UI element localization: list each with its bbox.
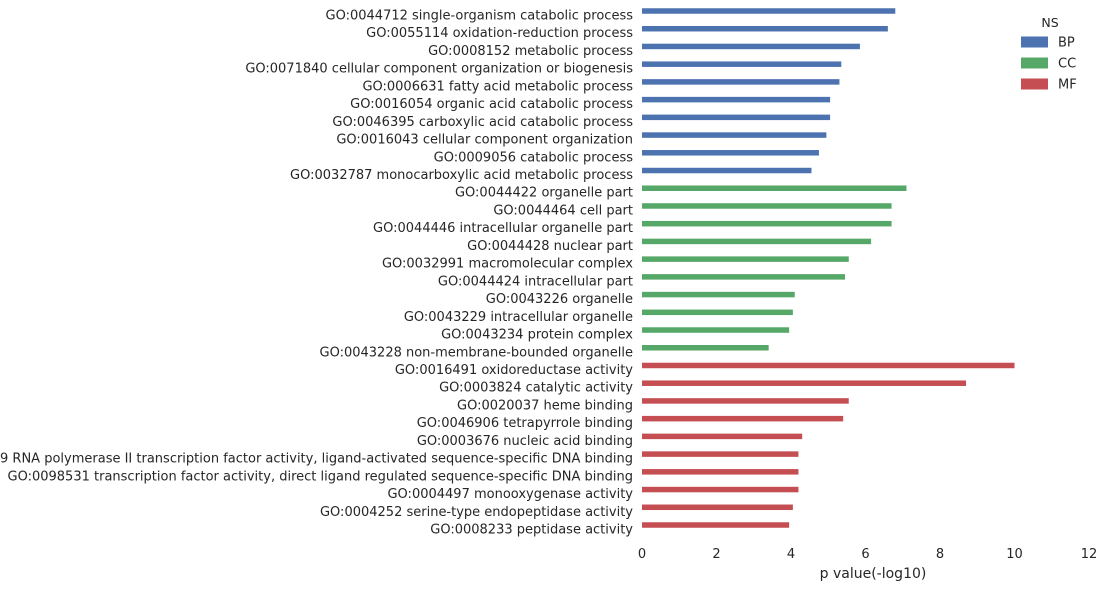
legend-swatch-cc — [1021, 57, 1048, 69]
bar-bp — [642, 132, 827, 138]
bar-cc — [642, 345, 769, 351]
category-label: GO:0006631 fatty acid metabolic process — [362, 79, 633, 94]
bar-bp — [642, 150, 819, 156]
category-label: GO:0032991 macromolecular complex — [382, 257, 633, 272]
category-label: GO:0016043 cellular component organizati… — [336, 133, 633, 148]
bar-cc — [642, 327, 790, 333]
category-label: GO:0008233 peptidase activity — [430, 523, 633, 538]
bar-mf — [642, 415, 844, 422]
category-label: GO:0008152 metabolic process — [428, 44, 633, 59]
category-label: GO:0071840 cellular component organizati… — [245, 62, 633, 77]
category-label: GO:0004879 RNA polymerase II transcripti… — [0, 452, 633, 467]
x-axis-ticks: 0 2 4 6 8 10 12 — [638, 547, 1097, 562]
bar-mf — [642, 380, 967, 386]
bar-bp — [642, 96, 831, 103]
legend-swatch-bp — [1021, 36, 1048, 48]
bar-mf — [642, 451, 799, 457]
category-label: GO:0044428 nuclear part — [467, 239, 633, 254]
category-label: GO:0004252 serine-type endopeptidase act… — [320, 505, 633, 520]
x-tick-label: 12 — [1081, 547, 1098, 562]
bar-bp — [642, 61, 842, 67]
category-label: GO:0032787 monocarboxylic acid metabolic… — [290, 168, 633, 183]
category-label: GO:0044424 intracellular part — [438, 274, 633, 289]
bar-mf — [642, 362, 1015, 369]
bar-mf — [642, 504, 793, 511]
bar-cc — [642, 256, 849, 262]
category-label: GO:0098531 transcription factor activity… — [8, 469, 633, 484]
bar-mf — [642, 522, 790, 528]
x-axis-label: p value(-log10) — [820, 566, 927, 582]
bar-cc — [642, 185, 907, 191]
category-labels: GO:0044712 single-organism catabolic pro… — [0, 9, 633, 538]
category-label: GO:0044464 cell part — [493, 203, 633, 218]
x-tick-label: 0 — [638, 547, 646, 562]
bar-bp — [642, 25, 888, 32]
x-tick-label: 6 — [861, 547, 869, 562]
bar-mf — [642, 469, 799, 475]
category-label: GO:0009056 catabolic process — [434, 150, 634, 165]
legend: NS BP CC MF — [1021, 15, 1077, 93]
bar-bp — [642, 43, 860, 50]
bar-bp — [642, 114, 831, 121]
bar-cc — [642, 203, 892, 209]
category-label: GO:0044446 intracellular organelle part — [373, 221, 633, 236]
legend-title: NS — [1041, 15, 1058, 30]
category-label: GO:0046906 tetrapyrrole binding — [417, 416, 633, 431]
category-label: GO:0043226 organelle — [486, 292, 633, 307]
category-label: GO:0003824 catalytic activity — [439, 381, 633, 396]
bar-bp — [642, 79, 840, 85]
bar-cc — [642, 274, 846, 280]
bar-mf — [642, 433, 803, 440]
category-label: GO:0016054 organic acid catabolic proces… — [350, 97, 633, 112]
legend-label-cc: CC — [1058, 57, 1076, 72]
bar-cc — [642, 238, 872, 245]
category-label: GO:0016491 oxidoreductase activity — [395, 363, 633, 378]
bar-cc — [642, 220, 892, 227]
bar-cc — [642, 291, 795, 298]
legend-swatch-mf — [1021, 78, 1048, 90]
bar-cc — [642, 309, 793, 316]
bar-bp — [642, 167, 812, 174]
bar-mf — [642, 398, 849, 404]
legend-label-bp: BP — [1058, 36, 1075, 51]
category-label: GO:0043228 non-membrane-bounded organell… — [320, 345, 634, 360]
category-label: GO:0044422 organelle part — [455, 186, 633, 201]
legend-label-mf: MF — [1058, 78, 1077, 93]
bar-mf — [642, 486, 799, 493]
category-label: GO:0055114 oxidation-reduction process — [366, 26, 633, 41]
category-label: GO:0043234 protein complex — [441, 328, 633, 343]
category-label: GO:0044712 single-organism catabolic pro… — [326, 9, 634, 24]
category-label: GO:0046395 carboxylic acid catabolic pro… — [332, 115, 633, 130]
x-tick-label: 4 — [787, 547, 795, 562]
bars — [642, 8, 1015, 528]
category-label: GO:0004497 monooxygenase activity — [387, 487, 633, 502]
category-label: GO:0020037 heme binding — [457, 398, 633, 413]
category-label: GO:0003676 nucleic acid binding — [417, 434, 633, 449]
category-label: GO:0043229 intracellular organelle — [404, 310, 633, 325]
x-tick-label: 8 — [936, 547, 944, 562]
bar-bp — [642, 8, 896, 14]
x-tick-label: 2 — [712, 547, 720, 562]
x-tick-label: 10 — [1006, 547, 1023, 562]
